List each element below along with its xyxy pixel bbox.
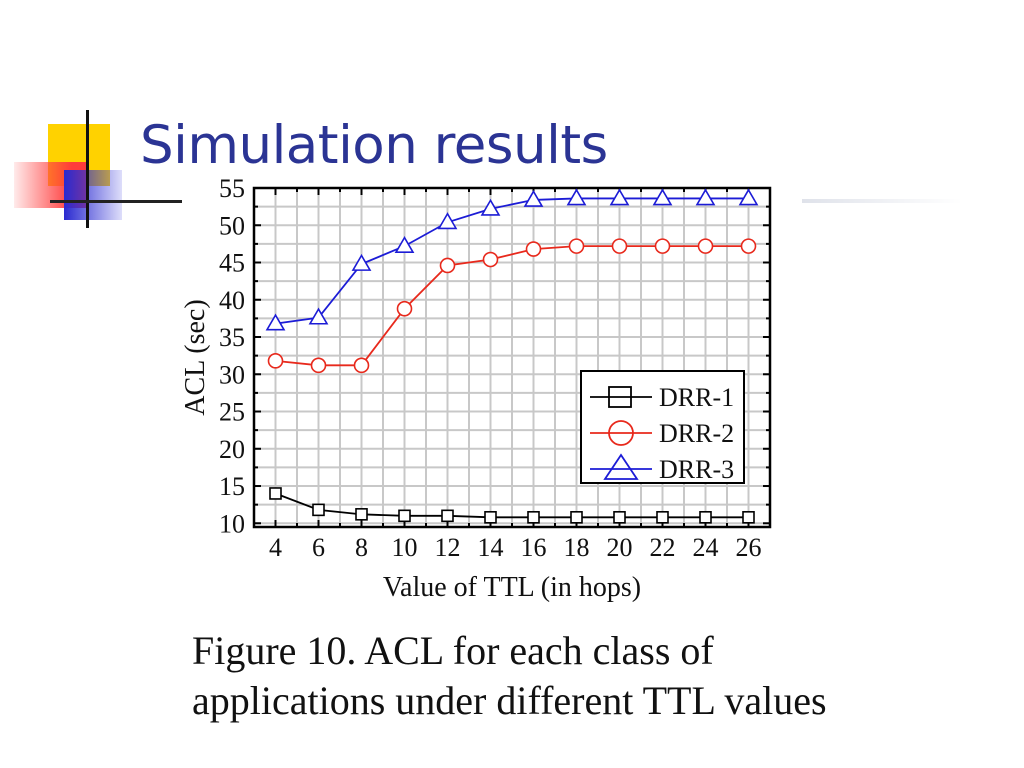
data-point-drr-2 [568,238,585,254]
y-tick-label: 40 [219,286,245,315]
data-point-drr-1 [699,511,712,524]
figure-caption: Figure 10. ACL for each class of applica… [192,628,827,723]
legend-label-drr-3: DRR-3 [659,455,734,484]
data-point-drr-2 [611,238,628,254]
data-point-drr-3 [437,212,458,230]
series-drr-2 [267,238,757,374]
data-point-drr-3 [523,189,544,207]
data-point-drr-1 [441,509,454,523]
data-point-drr-1 [656,511,669,524]
x-tick-label: 16 [521,533,547,562]
data-point-drr-1 [527,511,540,524]
data-point-drr-1 [742,511,755,524]
slide-title: Simulation results [140,115,608,176]
legend-label-drr-1: DRR-1 [659,383,734,412]
data-point-drr-1 [312,503,325,517]
data-point-drr-1 [269,487,282,500]
y-tick-label: 35 [219,323,245,352]
x-tick-label: 12 [435,533,461,562]
x-tick-label: 24 [693,533,719,562]
x-tick-label: 26 [736,533,762,562]
logo-blue-square [64,170,122,220]
legend-marker-drr-2 [608,420,634,446]
logo-vertical-line [86,110,89,228]
x-tick-label: 18 [564,533,590,562]
y-tick-label: 25 [219,398,245,427]
y-tick-label: 50 [219,211,245,240]
x-tick-label: 20 [607,533,633,562]
data-point-drr-3 [351,253,372,271]
x-tick-label: 4 [269,533,282,562]
y-tick-label: 15 [219,472,245,501]
data-point-drr-3 [394,236,415,254]
y-tick-label: 45 [219,249,245,278]
data-point-drr-2 [267,353,284,369]
plot-frame [252,186,772,529]
data-point-drr-2 [353,357,370,374]
data-point-drr-2 [525,241,542,257]
x-tick-label: 6 [312,533,325,562]
logo-horizontal-line [50,200,182,203]
data-point-drr-2 [740,238,757,254]
data-point-drr-2 [482,251,499,268]
slide-logo-decoration [0,0,200,240]
y-tick-label: 55 [219,174,245,203]
data-point-drr-2 [439,257,456,274]
data-point-drr-3 [566,188,587,206]
y-tick-label: 10 [219,509,245,538]
data-point-drr-3 [609,188,630,206]
series-drr-3 [265,188,759,331]
data-point-drr-3 [738,188,759,206]
data-point-drr-2 [396,300,413,317]
y-tick-label: 20 [219,435,245,464]
data-point-drr-3 [695,188,716,206]
data-point-drr-1 [398,509,411,523]
data-point-drr-1 [484,511,497,524]
x-axis-title: Value of TTL (in hops) [383,572,641,603]
y-tick-label: 30 [219,360,245,389]
data-point-drr-3 [652,188,673,206]
data-point-drr-2 [697,238,714,254]
series-drr-1 [269,487,755,524]
series-line-drr-1 [275,492,749,519]
data-point-drr-2 [310,357,327,374]
data-point-drr-1 [570,511,583,524]
x-tick-label: 10 [392,533,418,562]
data-point-drr-3 [308,307,329,325]
data-point-drr-1 [355,508,368,521]
data-point-drr-2 [654,238,671,254]
series-line-drr-3 [275,197,749,325]
data-point-drr-3 [480,198,501,216]
title-underline-fade [802,199,962,203]
x-tick-label: 14 [478,533,504,562]
y-axis-title: ACL (sec) [180,299,211,415]
chart-legend: DRR-1 DRR-2 DRR-3 [580,370,745,484]
legend-label-drr-2: DRR-2 [659,419,734,448]
data-point-drr-1 [613,511,626,524]
x-tick-label: 8 [355,533,368,562]
legend-marker-drr-3 [603,453,639,480]
x-tick-label: 22 [650,533,676,562]
legend-marker-drr-1 [608,386,632,408]
data-point-drr-3 [265,313,286,331]
